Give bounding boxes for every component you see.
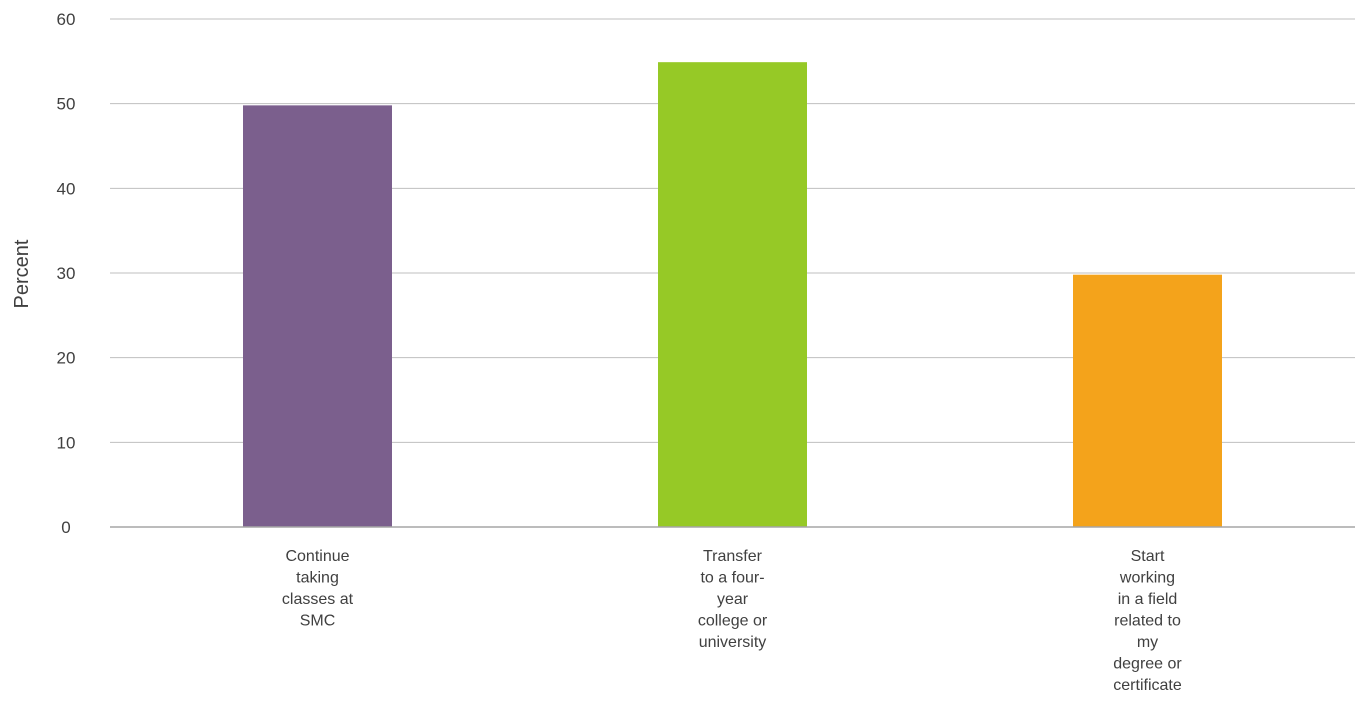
x-category-label-line: taking <box>296 570 339 587</box>
y-tick-label: 40 <box>57 179 76 198</box>
x-category-label-1: Continue taking classes at SMC <box>282 548 354 630</box>
y-tick-label: 60 <box>57 10 76 29</box>
x-category-label-line: SMC <box>300 613 336 630</box>
x-category-label-line: year <box>717 591 749 608</box>
bars <box>243 62 1222 528</box>
y-tick-label: 20 <box>57 349 76 368</box>
y-tick-label: 30 <box>57 264 76 283</box>
bar-1 <box>243 105 392 528</box>
bar-2 <box>658 62 807 528</box>
bar-3 <box>1073 274 1222 527</box>
x-category-label-line: university <box>699 634 767 651</box>
x-category-label-line: Transfer <box>703 548 763 565</box>
x-category-label-line: Continue <box>285 548 349 565</box>
x-category-label-line: to a four- <box>700 570 764 587</box>
x-category-label-line: Start <box>1131 548 1165 565</box>
x-category-label-line: in a field <box>1118 591 1178 608</box>
x-category-label-2: Transfer to a four-year college or universi… <box>698 548 768 651</box>
x-category-label-line: certificate <box>1113 677 1182 694</box>
y-axis-ticks: 0 10 20 30 40 50 60 <box>57 10 76 537</box>
x-category-label-line: my <box>1137 634 1158 651</box>
x-category-label-line: college or <box>698 613 768 630</box>
y-axis-title: Percent <box>11 239 33 308</box>
x-category-label-3: Start working in a field related to my degree… <box>1113 548 1182 694</box>
x-category-label-line: degree or <box>1113 656 1182 673</box>
y-tick-label: 10 <box>57 433 76 452</box>
x-axis-category-labels: Continue taking classes at SMC Transfer to a … <box>282 548 1182 694</box>
x-category-label-line: related to <box>1114 613 1181 630</box>
y-tick-label: 50 <box>57 95 76 114</box>
x-category-label-line: classes at <box>282 591 354 608</box>
x-category-label-line: working <box>1119 570 1175 587</box>
y-tick-label: 0 <box>61 518 70 537</box>
